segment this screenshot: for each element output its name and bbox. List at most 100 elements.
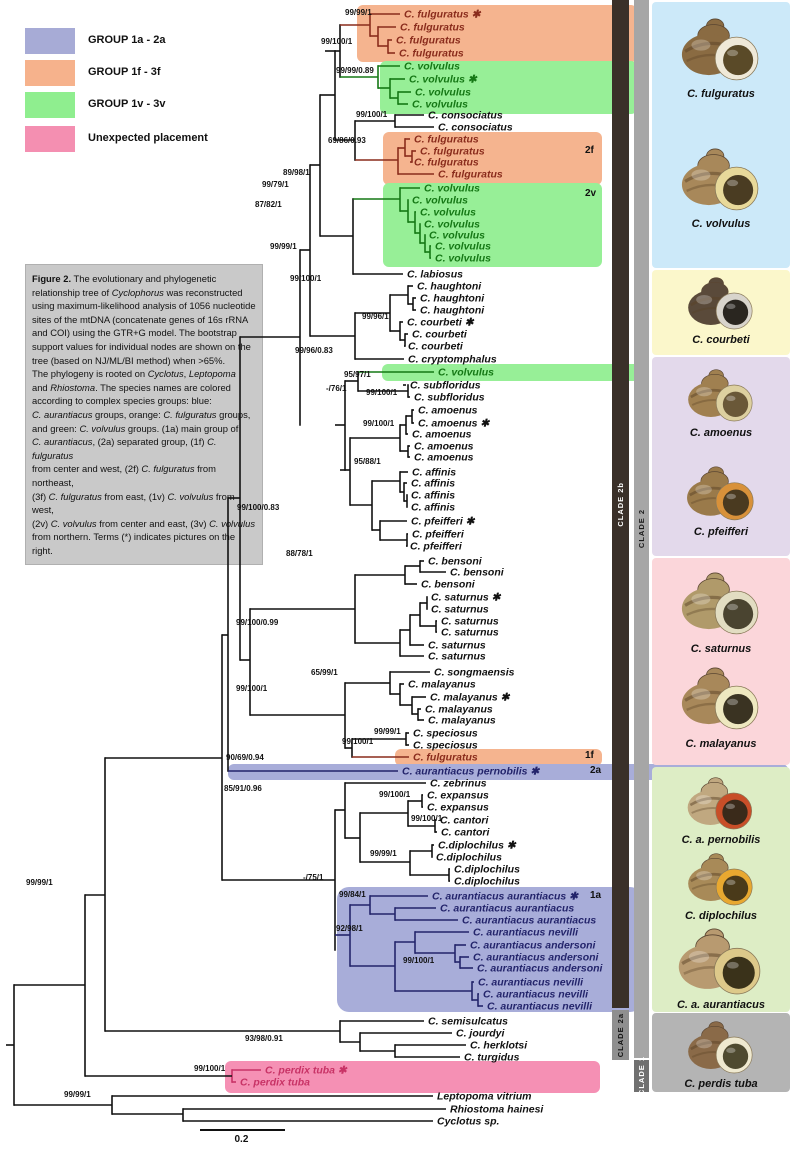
legend-label: Unexpected placement bbox=[88, 132, 208, 144]
highlight-box-1a bbox=[337, 887, 642, 1012]
shell-photo bbox=[678, 928, 761, 995]
taxon-label: C. fulguratus bbox=[420, 146, 485, 158]
taxon-label: C. aurantiacus nevilli bbox=[487, 1001, 593, 1013]
taxon-label: C. cryptomphalus bbox=[408, 354, 497, 366]
clade-bar-label: CLADE 1 bbox=[637, 1056, 646, 1096]
taxon-label: C. aurantiacus nevilli bbox=[478, 977, 584, 989]
taxon-label: C. volvulus bbox=[424, 219, 480, 231]
taxon-label: C. fulguratus bbox=[414, 134, 479, 146]
bootstrap-support-label: 99/96/1 bbox=[362, 312, 389, 321]
highlight-box-1f bbox=[395, 749, 602, 766]
photo-panel: C. amoenus C. pfeifferi bbox=[652, 357, 790, 556]
clade-bar-clade-2: CLADE 2 bbox=[634, 0, 649, 1058]
bootstrap-support-label: 65/99/1 bbox=[311, 668, 338, 677]
caption-line: (2v) C. volvulus from center and east, (… bbox=[32, 517, 256, 529]
taxon-label: C. pfeifferi bbox=[410, 541, 463, 553]
taxon-label: C. fulguratus bbox=[400, 22, 465, 34]
shell-species-label: C. a. pernobilis bbox=[681, 834, 761, 846]
bootstrap-support-label: 99/100/1 bbox=[411, 814, 443, 823]
shell-photo bbox=[687, 1021, 752, 1074]
shell-species-label: C. malayanus bbox=[685, 738, 757, 750]
bootstrap-support-label: 99/99/1 bbox=[64, 1090, 91, 1099]
legend-label: GROUP 1f - 3f bbox=[88, 66, 161, 78]
shell-image-c-a-aurantiacus bbox=[652, 923, 790, 999]
taxon-label: C. volvulus bbox=[420, 207, 476, 219]
group-tag-2a: 2a bbox=[590, 765, 602, 776]
taxon-label: C. aurantiacus nevilli bbox=[473, 927, 579, 939]
bootstrap-support-label: 95/97/1 bbox=[344, 370, 371, 379]
caption-line: C. aurantiacus groups, orange: C. fulgur… bbox=[32, 408, 251, 420]
group-tag-1f: 1f bbox=[585, 750, 594, 761]
taxon-label: C. volvulus bbox=[438, 367, 494, 379]
taxon-label: C. saturnus bbox=[428, 651, 486, 663]
bootstrap-support-label: 95/88/1 bbox=[354, 457, 381, 466]
bootstrap-support-label: 85/91/0.96 bbox=[224, 784, 262, 793]
photo-panel: C. saturnus C. malayanus bbox=[652, 558, 790, 765]
legend-swatch-group-1v-3v bbox=[25, 92, 75, 118]
caption-line: and Rhiostoma. The species names are col… bbox=[32, 381, 231, 393]
caption-line: support values for individual nodes are … bbox=[32, 340, 251, 352]
taxon-label: C. turgidus bbox=[464, 1052, 520, 1064]
taxon-label: C. volvulus bbox=[435, 253, 491, 265]
shell-photo bbox=[681, 572, 758, 635]
group-tag-2f: 2f bbox=[585, 145, 594, 156]
taxon-label: C. volvulus bbox=[415, 87, 471, 99]
taxon-label: C. zebrinus bbox=[430, 778, 487, 790]
taxon-label: C. aurantiacus aurantiacus bbox=[462, 915, 596, 927]
legend-swatch-unexpected bbox=[25, 126, 75, 152]
bootstrap-support-label: 99/100/0.83 bbox=[237, 503, 280, 512]
scale-bar-label: 0.2 bbox=[235, 1134, 249, 1145]
caption-line: using maximum-likelihood analysis of 105… bbox=[32, 300, 256, 312]
taxon-label: C. songmaensis bbox=[434, 667, 515, 679]
taxon-label: C. courbeti bbox=[408, 341, 464, 353]
taxon-label: C. aurantiacus pernobilis ✱ bbox=[402, 766, 540, 778]
taxon-label: C. malayanus bbox=[425, 704, 493, 716]
shell-species-label: C. diplochilus bbox=[684, 910, 758, 922]
caption-line: tree (based on NJ/ML/BI method) when >65… bbox=[32, 354, 226, 366]
shell-species-label: C. courbeti bbox=[692, 334, 750, 346]
bootstrap-support-label: 87/82/1 bbox=[255, 200, 282, 209]
legend-label: GROUP 1v - 3v bbox=[88, 98, 166, 110]
legend-swatch-group-1f-3f bbox=[25, 60, 75, 86]
caption-line: according to complex species groups: blu… bbox=[32, 395, 212, 407]
caption-line: relationship tree of Cyclophorus was rec… bbox=[32, 286, 243, 298]
taxon-label: C. speciosus bbox=[413, 728, 478, 740]
shell-species-label: C. perdis tuba bbox=[684, 1078, 758, 1090]
taxon-label: C. volvulus bbox=[424, 183, 480, 195]
taxon-label: C. courbeti ✱ bbox=[407, 317, 475, 329]
shell-species-label: C. amoenus bbox=[689, 427, 753, 439]
shell-photo bbox=[686, 466, 754, 521]
taxon-label: C. bensoni bbox=[421, 579, 476, 591]
taxon-label: C. volvulus bbox=[435, 241, 491, 253]
group-tag-2v: 2v bbox=[585, 188, 597, 199]
taxon-label: C. fulguratus ✱ bbox=[404, 9, 482, 21]
taxon-label: C. saturnus bbox=[431, 604, 489, 616]
photo-panel: C. a. pernobilis C. diplochilus C. a. au… bbox=[652, 767, 790, 1012]
clade-bar-clade-2a: CLADE 2a bbox=[612, 1010, 629, 1060]
taxon-label: C. saturnus bbox=[441, 627, 499, 639]
shell-photo bbox=[687, 853, 752, 906]
taxon-label: C. amoenus bbox=[412, 429, 472, 441]
taxon-label: C. semisulcatus bbox=[428, 1016, 508, 1028]
shell-photo bbox=[681, 667, 758, 730]
taxon-label: C. cantori bbox=[440, 815, 490, 827]
shell-image-c-pfeifferi bbox=[652, 462, 790, 524]
bootstrap-support-label: -/75/1 bbox=[303, 873, 324, 882]
taxon-label: C. aurantiacus andersoni bbox=[470, 940, 597, 952]
bootstrap-support-label: 99/100/1 bbox=[236, 684, 268, 693]
bootstrap-support-label: 99/99/1 bbox=[370, 849, 397, 858]
clade-bar-clade-1: CLADE 1 bbox=[634, 1056, 649, 1096]
taxon-label: C. aurantiacus aurantiacus ✱ bbox=[432, 891, 579, 903]
bootstrap-support-label: 99/100/1 bbox=[356, 110, 388, 119]
caption-line: Figure 2. The evolutionary and phylogene… bbox=[32, 273, 217, 284]
taxon-label: C. haughtoni bbox=[417, 281, 482, 293]
caption-line: from northern. Terms (*) indicates pictu… bbox=[32, 531, 236, 556]
shell-image-c-amoenus bbox=[652, 365, 790, 425]
taxon-label: C.diplochilus bbox=[436, 852, 502, 864]
taxon-label: C.diplochilus bbox=[454, 864, 520, 876]
shell-image-c-courbeti bbox=[652, 273, 790, 333]
taxon-label: Leptopoma vitrium bbox=[437, 1091, 532, 1103]
shell-species-label: C. fulguratus bbox=[687, 88, 755, 100]
